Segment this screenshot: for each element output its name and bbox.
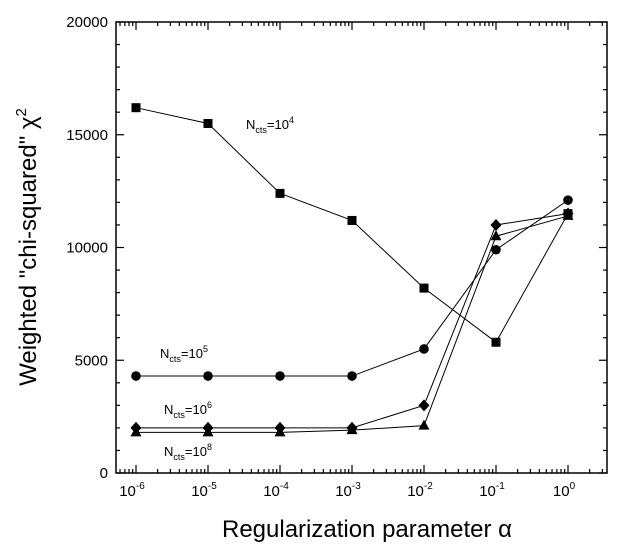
data-point-circle xyxy=(347,371,357,381)
x-tick-label: 10-6 xyxy=(119,481,145,500)
series-label-superscript: 5 xyxy=(203,344,208,354)
series-line-square xyxy=(135,107,569,343)
y-tick-label: 10000 xyxy=(66,240,108,257)
series-label-main: N xyxy=(246,117,255,132)
series-label-equals: =10 xyxy=(185,444,207,459)
x-tick-label-base: 10 xyxy=(407,483,424,500)
series-line-triangle xyxy=(136,215,569,433)
x-tick-label-exponent: -4 xyxy=(280,481,289,492)
data-point-circle xyxy=(563,195,573,205)
series-label-subscript: cts xyxy=(255,125,267,135)
data-point-square xyxy=(419,283,429,293)
data-point-triangle xyxy=(346,424,358,435)
x-tick-label-base: 10 xyxy=(191,483,208,500)
series-label-equals: =10 xyxy=(185,402,207,417)
x-tick-label: 10-2 xyxy=(407,481,433,500)
series-label-circle: Ncts=105 xyxy=(160,344,208,364)
y-axis-ticks: 0 5000 10000 15000 20000 xyxy=(66,14,607,482)
y-axis-title-superscript: 2 xyxy=(13,108,30,116)
data-point-triangle xyxy=(130,426,142,437)
series-label-square: Ncts=104 xyxy=(246,115,294,135)
series-label-main: N xyxy=(164,402,173,417)
data-point-circle xyxy=(419,344,429,354)
x-tick-label: 10-5 xyxy=(191,481,217,500)
data-point-triangle xyxy=(274,426,286,437)
x-tick-label-base: 10 xyxy=(335,483,352,500)
x-tick-label: 10-3 xyxy=(335,481,361,500)
x-tick-label: 10-1 xyxy=(479,481,505,500)
series-label-superscript: 6 xyxy=(207,400,212,410)
series-label-subscript: cts xyxy=(173,452,185,462)
x-axis-ticks: 10-6 10-5 10-4 10-3 10-2 10-1 100 xyxy=(119,22,603,500)
data-point-triangle xyxy=(490,230,502,241)
data-point-square xyxy=(203,118,213,128)
data-point-circle xyxy=(131,371,141,381)
y-tick-label: 15000 xyxy=(66,127,108,144)
series-label-triangle: Ncts=108 xyxy=(164,442,212,462)
y-tick-label: 20000 xyxy=(66,14,108,31)
series-label-equals: =10 xyxy=(181,346,203,361)
data-point-triangle xyxy=(562,209,574,220)
x-tick-label-exponent: -6 xyxy=(136,481,145,492)
series-label-subscript: cts xyxy=(169,354,181,364)
series-label-main: N xyxy=(160,346,169,361)
series-label-main: N xyxy=(164,444,173,459)
x-tick-label-exponent: -3 xyxy=(352,481,361,492)
x-tick-label-base: 10 xyxy=(553,483,570,500)
data-point-square xyxy=(131,103,141,113)
data-point-circle xyxy=(275,371,285,381)
data-point-square xyxy=(275,188,285,198)
x-tick-label-exponent: -1 xyxy=(496,481,505,492)
x-tick-label-base: 10 xyxy=(263,483,280,500)
data-point-diamond xyxy=(418,399,430,412)
series-label-subscript: cts xyxy=(173,410,185,420)
series-label-diamond: Ncts=106 xyxy=(164,400,212,420)
data-point-circle xyxy=(491,244,501,255)
x-tick-label: 100 xyxy=(553,481,576,500)
x-tick-label-base: 10 xyxy=(119,483,136,500)
data-point-square xyxy=(347,215,357,225)
x-tick-label-exponent: -2 xyxy=(424,481,433,492)
y-tick-label: 0 xyxy=(100,465,108,482)
y-axis-title: Weighted "chi-squared" χ2 xyxy=(13,108,42,386)
y-axis-title-main: Weighted "chi-squared" χ xyxy=(15,116,42,386)
series-label-equals: =10 xyxy=(267,117,289,132)
data-point-triangle xyxy=(418,419,430,430)
x-tick-label: 10-4 xyxy=(263,481,289,500)
series-label-superscript: 4 xyxy=(289,115,294,125)
data-point-square xyxy=(491,337,501,347)
x-tick-label-exponent: -5 xyxy=(208,481,217,492)
series-line-diamond xyxy=(136,213,569,429)
y-tick-label: 5000 xyxy=(75,352,108,369)
series-markers xyxy=(130,103,574,437)
data-point-circle xyxy=(203,371,213,381)
series-lines xyxy=(135,107,569,433)
data-point-triangle xyxy=(202,426,214,437)
x-tick-label-base: 10 xyxy=(479,483,496,500)
x-axis-title: Regularization parameter α xyxy=(222,516,512,543)
series-label-superscript: 8 xyxy=(207,442,212,452)
data-point-diamond xyxy=(490,218,502,231)
x-tick-label-exponent: 0 xyxy=(570,481,576,492)
